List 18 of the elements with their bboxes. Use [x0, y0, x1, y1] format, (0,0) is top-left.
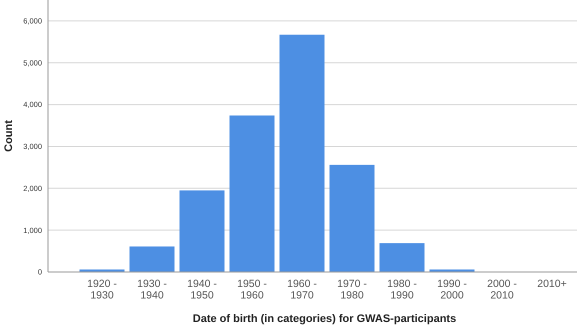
x-tick-label: 1990 - 2000 — [437, 278, 468, 302]
bar — [180, 190, 224, 272]
x-tick-label: 1960 - 1970 — [287, 278, 318, 302]
x-tick-label: 1920 - 1930 — [87, 278, 118, 302]
x-tick-label: 1930 - 1940 — [137, 278, 168, 302]
x-tick-label: 2010+ — [537, 278, 567, 290]
x-axis-title: Date of birth (in categories) for GWAS-participants — [192, 313, 456, 325]
bar — [280, 34, 324, 272]
y-axis-title: Count — [3, 120, 15, 152]
bar — [130, 246, 174, 272]
bar — [230, 115, 274, 272]
x-tick-label: 1940 - 1950 — [187, 278, 218, 302]
x-tick-label: 1980 - 1990 — [387, 278, 418, 302]
x-tick-label: 1970 - 1980 — [337, 278, 368, 302]
bar — [330, 164, 374, 272]
x-tick-label: 2000 - 2010 — [487, 278, 518, 302]
x-tick-label: 1950 - 1960 — [237, 278, 268, 302]
bar — [380, 243, 424, 272]
